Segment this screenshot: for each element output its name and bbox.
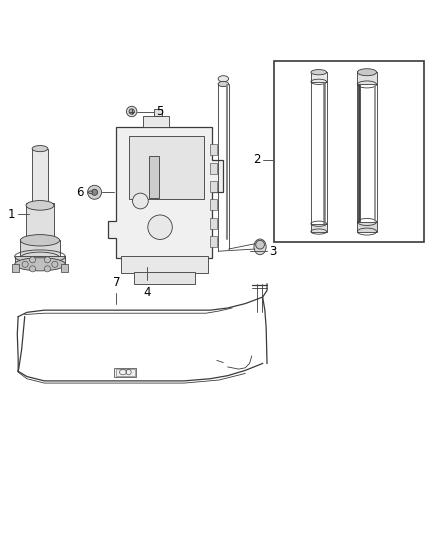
Bar	[210, 181, 217, 192]
Bar	[311, 224, 327, 231]
Circle shape	[88, 185, 102, 199]
Bar	[210, 144, 217, 155]
Circle shape	[29, 257, 35, 263]
Ellipse shape	[26, 200, 54, 210]
Bar	[210, 163, 217, 174]
Ellipse shape	[311, 70, 327, 75]
Bar	[26, 203, 54, 240]
Bar	[116, 369, 135, 376]
Ellipse shape	[357, 69, 377, 76]
Circle shape	[44, 257, 50, 263]
Circle shape	[92, 189, 98, 195]
Ellipse shape	[254, 239, 266, 255]
Bar	[153, 109, 162, 116]
Circle shape	[129, 109, 134, 114]
Text: 6: 6	[76, 186, 84, 199]
Bar	[121, 256, 208, 273]
Bar	[130, 136, 204, 199]
Ellipse shape	[218, 82, 229, 87]
Bar	[210, 199, 217, 210]
Circle shape	[133, 193, 148, 209]
Bar	[357, 222, 377, 231]
Text: 1: 1	[7, 208, 15, 221]
Text: 4: 4	[143, 286, 151, 299]
Circle shape	[148, 215, 172, 239]
Bar	[311, 72, 327, 82]
Circle shape	[44, 266, 50, 272]
Ellipse shape	[32, 146, 48, 152]
Circle shape	[22, 261, 28, 268]
Circle shape	[127, 106, 137, 117]
Bar	[149, 156, 159, 198]
Ellipse shape	[256, 240, 265, 249]
Bar	[12, 264, 19, 272]
Text: 7: 7	[113, 276, 120, 289]
Bar	[210, 236, 217, 247]
Text: 3: 3	[269, 245, 276, 258]
Polygon shape	[108, 127, 223, 258]
Bar	[114, 368, 136, 376]
Ellipse shape	[14, 258, 65, 271]
Bar	[210, 217, 217, 229]
Bar	[143, 116, 169, 127]
Text: 5: 5	[155, 105, 163, 118]
Bar	[357, 72, 377, 84]
Bar	[14, 256, 65, 264]
Bar	[20, 240, 60, 258]
Circle shape	[52, 261, 58, 268]
Ellipse shape	[218, 76, 229, 82]
Bar	[134, 272, 195, 284]
Ellipse shape	[20, 235, 60, 246]
Bar	[274, 61, 424, 243]
Text: 2: 2	[253, 153, 261, 166]
Bar	[32, 149, 48, 205]
Circle shape	[29, 266, 35, 272]
Bar	[61, 264, 68, 272]
Ellipse shape	[88, 191, 93, 193]
